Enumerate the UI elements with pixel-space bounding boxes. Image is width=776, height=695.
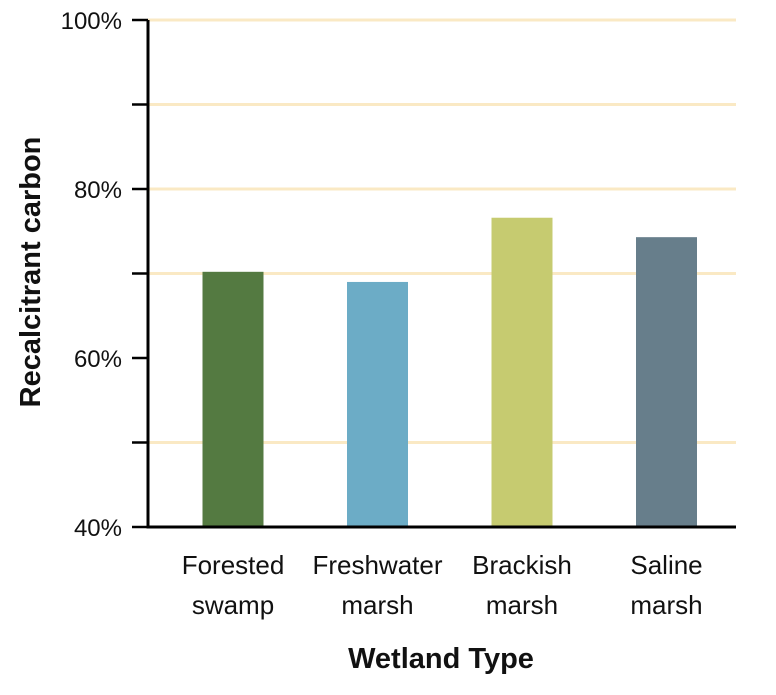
bar [636,237,697,528]
x-tick-label: Forested [182,550,285,580]
bars [202,217,697,528]
y-ticks: 40% 60% 80% 100% [61,8,148,542]
x-tick-label: swamp [192,590,274,620]
x-tick-label: Freshwater [312,550,442,580]
bar [347,281,408,527]
x-tick-label: marsh [486,590,558,620]
y-tick-label: 60% [74,346,122,373]
x-tick-label: marsh [630,590,702,620]
x-tick-labels: Forested swamp Freshwater marsh Brackish mars… [182,550,703,620]
x-tick-label: Saline [630,550,702,580]
x-tick-label: Brackish [472,550,572,580]
y-tick-label: 40% [74,515,122,542]
y-tick-label: 80% [74,177,122,204]
y-tick-label: 100% [61,8,122,35]
bar [491,217,553,528]
x-axis-title: Wetland Type [348,643,534,675]
x-tick-label: marsh [341,590,413,620]
y-axis-title: Recalcitrant carbon [15,137,47,408]
bar [202,271,264,527]
